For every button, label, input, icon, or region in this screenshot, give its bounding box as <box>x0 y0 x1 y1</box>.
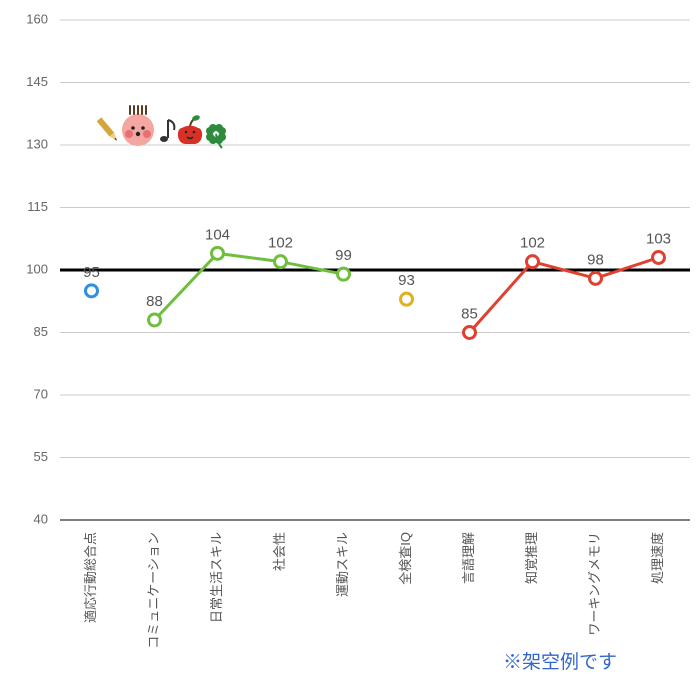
value-label: 85 <box>461 306 478 323</box>
x-tick-label: 社会性 <box>272 532 287 571</box>
x-tick-label: 運動スキル <box>335 532 350 597</box>
clover-icon <box>206 124 226 148</box>
apple-icon <box>178 114 202 144</box>
y-tick-label: 160 <box>26 11 48 26</box>
x-tick-label: 日常生活スキル <box>209 532 224 623</box>
y-tick-label: 145 <box>26 74 48 89</box>
value-label: 104 <box>205 226 230 243</box>
data-point <box>590 272 602 284</box>
value-label: 102 <box>268 235 293 252</box>
value-label: 103 <box>646 231 671 248</box>
y-tick-label: 40 <box>34 511 48 526</box>
face-icon <box>122 106 154 146</box>
x-tick-label: 知覚推理 <box>524 532 539 584</box>
y-tick-label: 100 <box>26 261 48 276</box>
pencil-icon <box>97 117 120 142</box>
data-point <box>212 247 224 259</box>
y-tick-label: 55 <box>34 449 48 464</box>
y-tick-label: 70 <box>34 386 48 401</box>
y-tick-label: 85 <box>34 324 48 339</box>
x-tick-label: ワーキングメモリ <box>587 532 602 636</box>
data-point <box>527 256 539 268</box>
data-point <box>401 293 413 305</box>
x-tick-label: 処理速度 <box>650 532 665 584</box>
x-tick-label: 言語理解 <box>461 532 476 584</box>
decoration-group <box>97 106 226 148</box>
x-tick-label: 適応行動総合点 <box>83 532 98 623</box>
y-tick-label: 130 <box>26 136 48 151</box>
data-point <box>338 268 350 280</box>
chart-svg: 40 55 70 85 100 115 130 145 160 95 88 104 102 99 93 85 1… <box>0 0 700 689</box>
value-label: 102 <box>520 235 545 252</box>
footnote-text: ※架空例です <box>503 651 617 673</box>
music-note-icon <box>160 120 174 142</box>
value-label: 93 <box>398 272 415 289</box>
value-label: 99 <box>335 247 352 264</box>
chart-container: 40 55 70 85 100 115 130 145 160 95 88 104 102 99 93 85 1… <box>0 0 700 689</box>
value-label: 95 <box>83 264 100 281</box>
y-tick-label: 115 <box>27 199 48 214</box>
value-label: 88 <box>146 293 163 310</box>
x-tick-label: コミュニケーション <box>146 532 161 649</box>
value-label: 98 <box>587 251 604 268</box>
x-tick-label: 全検査IQ <box>398 532 413 585</box>
data-point <box>653 252 665 264</box>
data-point <box>86 285 98 297</box>
data-point <box>464 327 476 339</box>
data-point <box>275 256 287 268</box>
data-point <box>149 314 161 326</box>
